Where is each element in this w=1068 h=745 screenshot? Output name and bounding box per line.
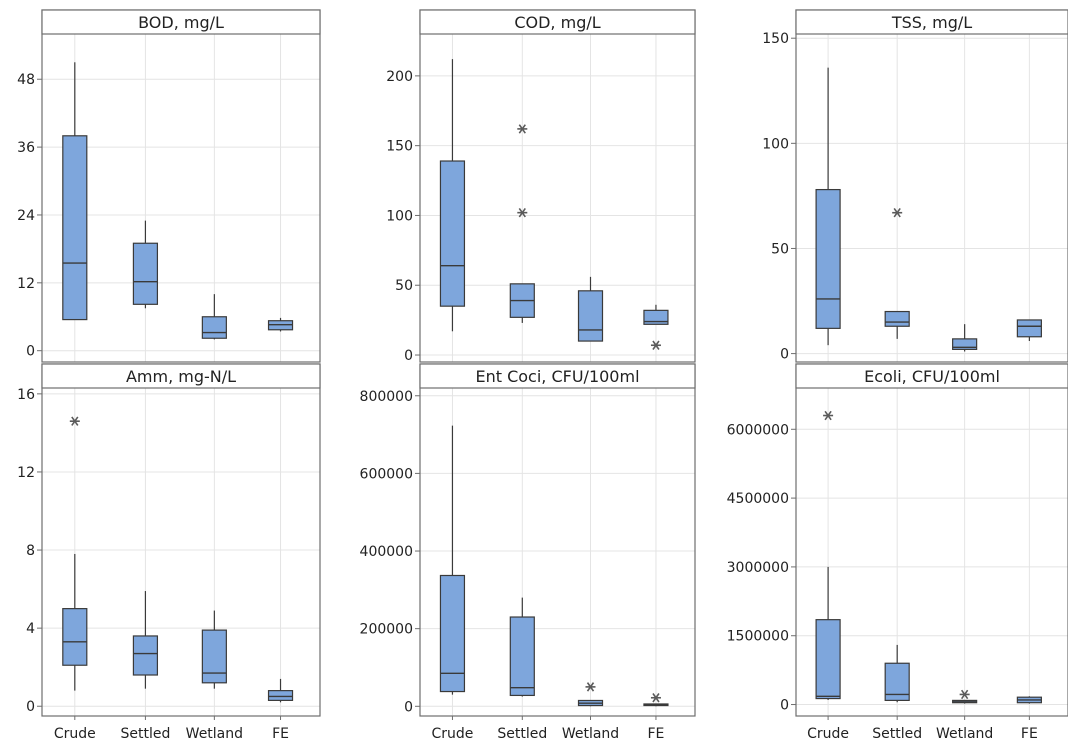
panel-title: Ecoli, CFU/100ml	[864, 367, 1000, 386]
outlier-asterisk	[517, 207, 528, 218]
y-tick-label: 12	[17, 276, 35, 292]
box-crude	[815, 188, 841, 329]
y-tick-label: 0	[780, 698, 789, 714]
box-wetland	[577, 290, 604, 342]
box-fe	[267, 690, 294, 701]
y-tick-label: 200000	[360, 622, 413, 638]
outlier-asterisk	[823, 410, 834, 421]
outlier-asterisk	[69, 416, 80, 426]
y-tick-label: 100	[762, 136, 789, 152]
box-settled	[132, 242, 159, 305]
panel-title-strip	[41, 363, 321, 389]
y-tick-label: 50	[395, 278, 413, 294]
box-settled	[132, 635, 159, 676]
y-tick-label: 24	[17, 208, 35, 224]
x-category-label: Crude	[807, 726, 849, 742]
x-category-label: Wetland	[186, 726, 243, 742]
x-category-label: Settled	[497, 726, 547, 742]
panel-title-strip	[795, 9, 1068, 35]
x-category-label: Wetland	[936, 726, 993, 742]
panel-title-strip	[419, 9, 696, 35]
y-tick-label: 1500000	[727, 629, 789, 645]
y-tick-label: 16	[17, 387, 35, 403]
y-tick-label: 400000	[360, 544, 413, 560]
outlier-asterisk	[959, 689, 970, 700]
y-tick-label: 100	[386, 208, 413, 224]
y-tick-label: 0	[26, 344, 35, 360]
outlier-asterisk	[650, 340, 661, 350]
box-wetland	[952, 338, 978, 350]
y-tick-label: 150	[762, 31, 789, 47]
x-category-label: Settled	[120, 726, 170, 742]
y-tick-label: 6000000	[727, 422, 789, 438]
box-fe	[1016, 319, 1042, 338]
y-tick-label: 48	[17, 72, 35, 88]
outlier-stroke	[518, 207, 526, 218]
outlier-asterisk	[892, 208, 903, 218]
panel-2: COD, mg/L 0 50 100 150 200	[386, 9, 696, 364]
y-tick-label: 200	[386, 69, 413, 85]
panel-title-strip	[41, 9, 321, 35]
outlier-asterisk	[585, 682, 596, 692]
y-tick-label: 36	[17, 140, 35, 156]
x-category-label: Crude	[54, 726, 96, 742]
panel-title-strip	[795, 363, 1068, 389]
outlier-stroke	[960, 689, 969, 700]
x-category-label: Crude	[431, 726, 473, 742]
box-crude	[62, 135, 88, 321]
y-tick-label: 0	[404, 348, 413, 364]
box-wetland	[201, 629, 227, 684]
box-crude	[439, 160, 466, 307]
panel-3: TSS, mg/L 0 50 100 150	[762, 9, 1068, 363]
y-tick-label: 150	[386, 139, 413, 155]
y-tick-label: 0	[780, 347, 789, 363]
outlier-stroke	[71, 416, 79, 426]
y-tick-label: 800000	[360, 389, 413, 405]
y-tick-label: 50	[771, 241, 789, 257]
panel-title: Amm, mg-N/L	[126, 367, 236, 386]
y-tick-label: 8	[26, 543, 35, 559]
y-tick-label: 0	[26, 699, 35, 715]
x-category-label: FE	[1021, 726, 1038, 742]
x-category-label: FE	[272, 726, 289, 742]
y-tick-label: 3000000	[727, 560, 789, 576]
panel-1: BOD, mg/L 0 12 24 36 48	[17, 9, 321, 363]
x-category-label: Wetland	[562, 726, 619, 742]
x-category-label: Settled	[872, 726, 922, 742]
outlier-stroke	[518, 124, 526, 134]
panel-5: Ent Coci, CFU/100ml 0 200000 400000 600000 80…	[360, 363, 696, 742]
outlier-asterisk	[650, 693, 661, 703]
box-crude	[815, 619, 841, 700]
panel-title: BOD, mg/L	[138, 13, 224, 32]
outlier-stroke	[824, 410, 832, 421]
y-tick-label: 0	[404, 699, 413, 715]
outlier-stroke	[652, 693, 660, 703]
outlier-stroke	[586, 682, 595, 692]
box-wetland	[201, 316, 227, 339]
panel-title: COD, mg/L	[514, 13, 600, 32]
box-settled	[884, 310, 910, 327]
panel-4: Amm, mg-N/L 0 4 8 12 16 Crude Settled Wetland FE	[17, 363, 321, 742]
box-crude	[62, 608, 88, 666]
y-tick-label: 4	[26, 621, 35, 637]
panel-title: TSS, mg/L	[891, 13, 972, 32]
outlier-stroke	[652, 340, 660, 350]
x-category-label: FE	[647, 726, 664, 742]
outlier-stroke	[893, 208, 901, 218]
y-tick-label: 12	[17, 465, 35, 481]
y-tick-label: 4500000	[727, 491, 789, 507]
panel-title: Ent Coci, CFU/100ml	[475, 367, 639, 386]
outlier-asterisk	[517, 124, 528, 134]
box-settled	[509, 616, 535, 697]
panel-title-strip	[419, 363, 696, 389]
box-crude	[439, 574, 466, 693]
y-tick-label: 600000	[360, 466, 413, 482]
panel-6: Ecoli, CFU/100ml 0 1500000 3000000 4500000 60…	[727, 363, 1068, 742]
